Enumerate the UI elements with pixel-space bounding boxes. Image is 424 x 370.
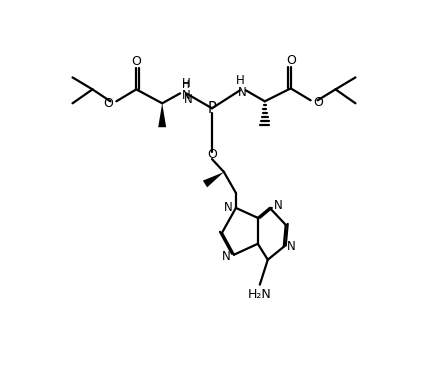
Text: O: O	[103, 97, 113, 110]
Polygon shape	[158, 103, 166, 127]
Text: N: N	[222, 250, 230, 263]
Text: H: H	[235, 74, 244, 87]
Text: H₂N: H₂N	[248, 288, 272, 301]
Polygon shape	[203, 172, 224, 187]
Text: N: N	[237, 86, 246, 99]
Text: N: N	[182, 89, 190, 102]
Text: H: H	[182, 77, 190, 90]
Text: O: O	[207, 148, 217, 161]
Text: N: N	[287, 240, 296, 253]
Text: N: N	[184, 93, 192, 106]
Text: O: O	[286, 54, 296, 67]
Text: O: O	[314, 96, 324, 109]
Text: O: O	[131, 55, 141, 68]
Text: H: H	[182, 80, 190, 90]
Text: P: P	[208, 101, 216, 116]
Text: N: N	[223, 201, 232, 214]
Text: N: N	[273, 199, 282, 212]
